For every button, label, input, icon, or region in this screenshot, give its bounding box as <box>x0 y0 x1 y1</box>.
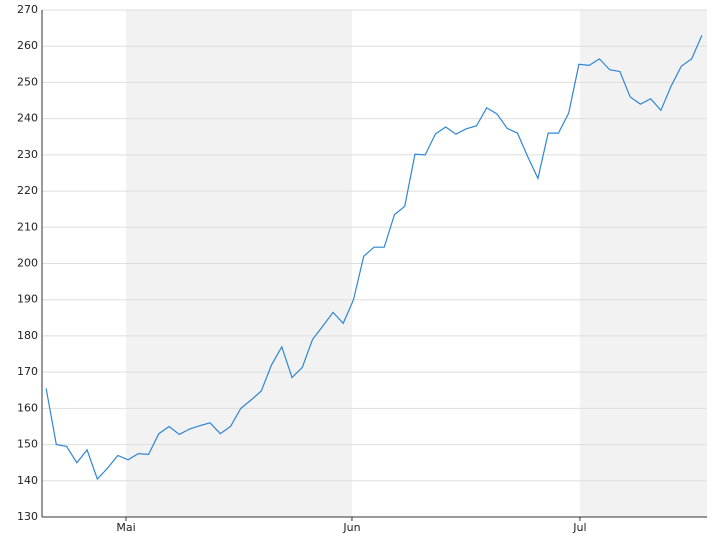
x-tick-label: Jul <box>572 521 586 534</box>
x-tick-label: Mai <box>116 521 135 534</box>
line <box>45 35 703 481</box>
y-tick-label: 230 <box>17 148 38 161</box>
y-tick-label: 260 <box>17 39 38 52</box>
y-tick-label: 240 <box>17 112 38 125</box>
y-tick-label: 180 <box>17 329 38 342</box>
y-tick-label: 270 <box>17 3 38 16</box>
y-tick-label: 130 <box>17 510 38 523</box>
x-tick-label: Jun <box>342 521 360 534</box>
y-tick-label: 210 <box>17 220 38 233</box>
y-tick-label: 200 <box>17 257 38 270</box>
y-tick-label: 170 <box>17 365 38 378</box>
y-tick-label: 150 <box>17 438 38 451</box>
y-tick-label: 190 <box>17 293 38 306</box>
y-tick-label: 250 <box>17 75 38 88</box>
y-tick-label: 140 <box>17 474 38 487</box>
y-tick-label: 220 <box>17 184 38 197</box>
y-tick-label: 160 <box>17 401 38 414</box>
